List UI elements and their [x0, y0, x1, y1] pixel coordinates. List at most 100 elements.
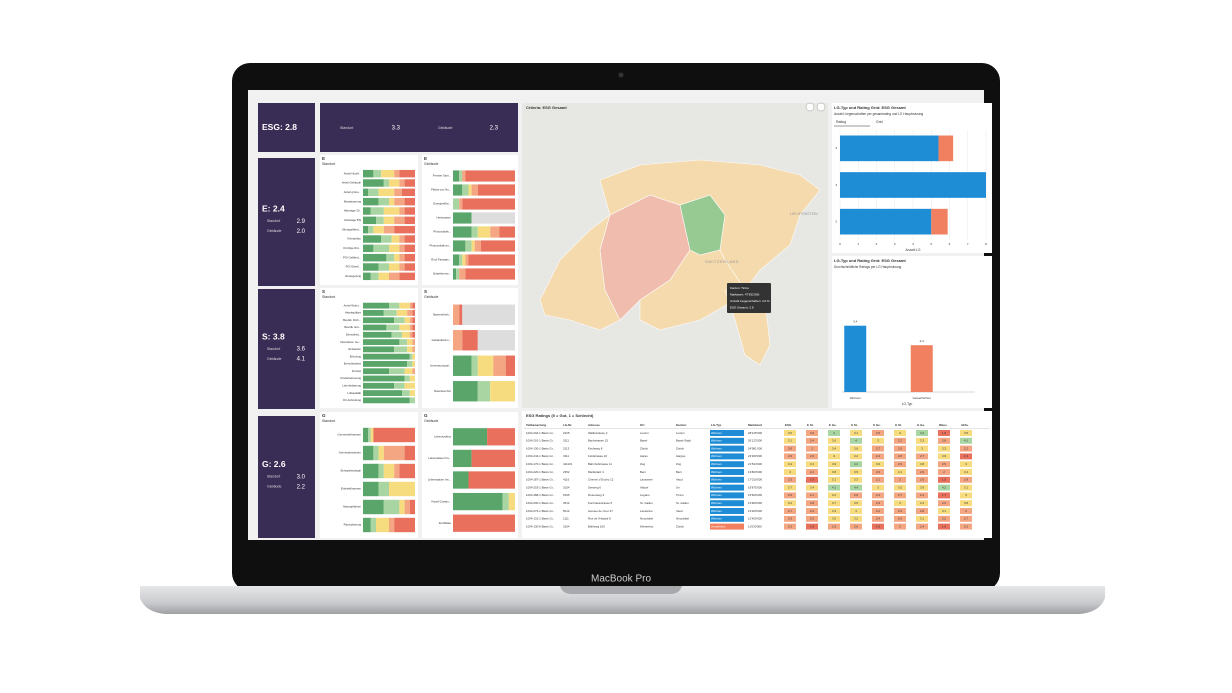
rating-cell [850, 469, 862, 475]
bar-segment [363, 169, 374, 178]
bar-segment [471, 449, 515, 468]
bar-segment [453, 254, 460, 266]
bar-segment [409, 499, 415, 515]
row-label: Erreichbarkeit [344, 362, 361, 366]
column-header: Wass. [939, 423, 948, 427]
bar-segment [404, 445, 415, 461]
rating-cell [828, 500, 840, 507]
cell: Wohnen [711, 446, 722, 450]
cell: Zug [640, 462, 645, 466]
rating-value: 4.2 [854, 462, 858, 466]
cell: 411101 [563, 462, 573, 466]
tooltip-line: Marktwert: 47'632'000 [730, 292, 760, 296]
bar-segment [399, 499, 405, 515]
tab[interactable]: Rating [836, 120, 846, 124]
bar-segment [480, 240, 515, 252]
x-tick-label: 7 [967, 242, 969, 246]
bar-segment [399, 339, 408, 345]
row-label: Anteil grüne... [344, 190, 361, 194]
bar-segment [465, 268, 515, 280]
rating-cell [938, 508, 950, 514]
cell: 2113 [563, 446, 570, 450]
tab[interactable]: Grid [876, 120, 883, 124]
cell: Bahnhofstrasse 11 [588, 462, 612, 466]
bar-segment [363, 346, 395, 353]
rating-cell [872, 430, 884, 436]
row-label: Bevölk. Dich... [343, 318, 361, 322]
bar-segment [453, 170, 460, 182]
bar-segment [487, 428, 515, 446]
zoom-out[interactable] [816, 102, 826, 112]
bar-segment [368, 225, 374, 234]
rating-value: 2.9 [854, 493, 858, 497]
chart-title: LG-Typ und Rating Grid: ESG Gesamt [834, 258, 906, 263]
bar-segment [389, 179, 400, 187]
cell: 1111 [563, 517, 569, 521]
zoom-in[interactable] [805, 102, 815, 112]
bar-segment [378, 263, 389, 271]
bar-segment [373, 225, 384, 234]
bar-segment [404, 368, 413, 375]
cell: Altdorf [640, 485, 649, 489]
x-tick-label: 0 [839, 242, 841, 246]
cell: 19'820'000 [748, 470, 762, 474]
rating-cell [872, 523, 884, 530]
cell: Chemin d'Ouchy 12 [588, 478, 614, 482]
cell: 1004-170-1 Basis Gr... [526, 462, 555, 466]
type-cell [710, 515, 744, 522]
rating-value: 2.9 [788, 517, 792, 521]
summary-label: Gebäude [438, 126, 452, 130]
rating-value: 3.3 [942, 446, 946, 450]
rating-value: 4.1 [964, 439, 968, 443]
rating-cell [784, 500, 796, 507]
bar-segment [383, 216, 395, 225]
rating-cell [938, 515, 950, 522]
rating-value: 4 [833, 431, 835, 435]
cell: Bern [676, 470, 682, 474]
rating-cell [872, 453, 884, 460]
cell: Basel [640, 439, 648, 443]
row-label: Heizsystem [437, 216, 452, 220]
bar-segment [412, 331, 415, 338]
x-tick-label: 5 [930, 242, 932, 246]
cell: Wohnen [711, 493, 722, 497]
value-label: 2.4 [920, 339, 925, 343]
bar-segment [370, 272, 379, 281]
rating-cell [916, 523, 928, 530]
bar-segment [407, 339, 413, 345]
rating-cell [894, 461, 906, 468]
rating-cell [784, 453, 796, 460]
column-header: Abfa. [961, 423, 969, 427]
bar-segment [363, 390, 402, 396]
bar-segment [409, 375, 415, 382]
chart-title: LG-Typ und Rating Grid: ESG Gesamt [834, 105, 906, 110]
bar-segment [363, 263, 379, 271]
bar [840, 208, 932, 235]
rating-value: 2.6 [898, 517, 902, 521]
rating-value: 2.3 [788, 524, 792, 528]
bar-segment [363, 339, 400, 345]
kpi-title: E: 2.4 [262, 203, 285, 213]
cell: 1004-200-1 Basis Gr... [526, 501, 555, 505]
column-header: Adresse [588, 423, 600, 427]
bar-segment [383, 463, 395, 479]
rating-cell [916, 476, 928, 483]
rating-cell [806, 476, 818, 483]
rating-cell [894, 445, 906, 452]
bar-segment [383, 225, 395, 234]
bar-segment [394, 253, 400, 262]
rating-value: 3 [965, 493, 967, 497]
rating-value: 3.8 [832, 470, 836, 474]
bar-segment [363, 361, 408, 367]
bar-segment [389, 197, 395, 206]
x-tick-label: 8 [985, 242, 987, 246]
bar-segment [471, 226, 478, 238]
rating-cell [938, 437, 950, 444]
bar [840, 135, 939, 162]
kpi-label: Gebäude [267, 357, 281, 361]
bar-segment [412, 339, 415, 345]
bar-segment [389, 244, 400, 253]
rating-value: 3 [921, 446, 923, 450]
bar-segment [386, 253, 395, 262]
rating-value: 2.7 [788, 509, 792, 513]
